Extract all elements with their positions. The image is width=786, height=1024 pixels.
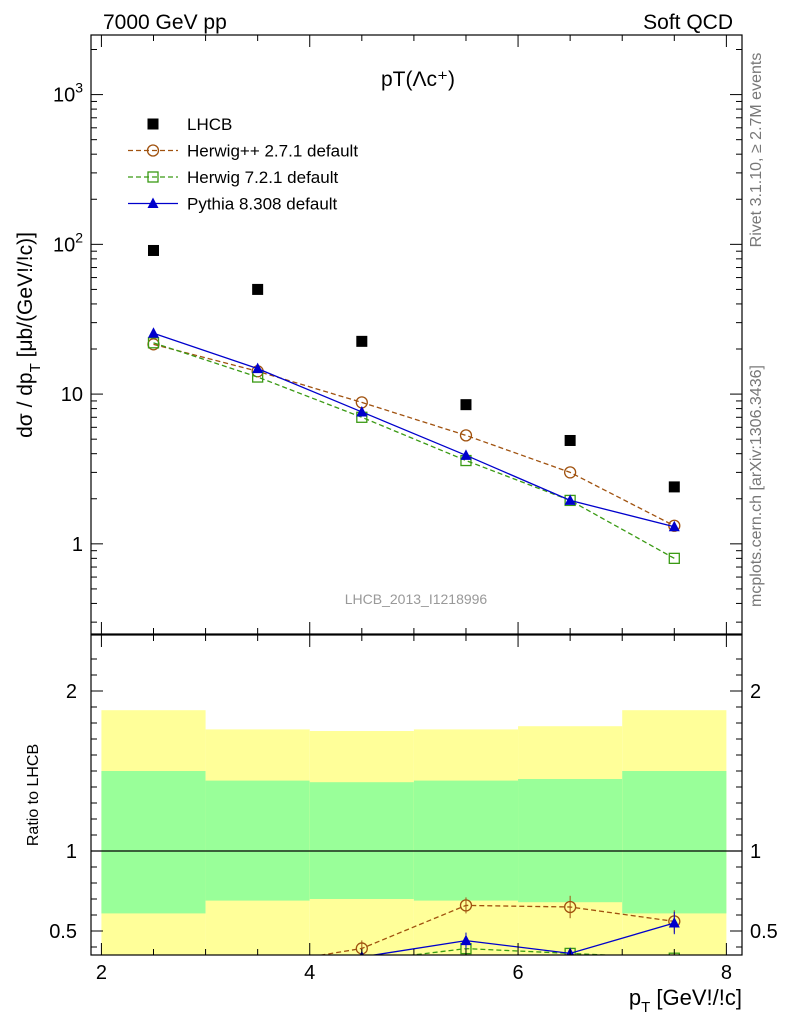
legend-marker-pythia <box>147 197 159 208</box>
inner-band-bin <box>622 771 727 914</box>
data-point-lhcb <box>252 283 264 295</box>
source-label: mcplots.cern.ch [arXiv:1306.3436] <box>748 365 765 607</box>
ratio-line-herwig7 <box>407 947 619 955</box>
x-tick-label: 6 <box>512 962 523 984</box>
ratio-y-tick-label: 2 <box>66 681 77 703</box>
ratio-point-herwigpp <box>252 960 263 971</box>
ratio-y-tick-label: 1 <box>66 841 77 863</box>
x-tick-label: 2 <box>96 962 107 984</box>
legend-label-herwigpp: Herwig++ 2.7.1 default <box>187 142 358 161</box>
legend-marker-herwigpp <box>146 144 160 157</box>
main-axes: 1 10 102 103 <box>53 35 742 634</box>
data-point-herwig7 <box>668 552 680 565</box>
inner-band-bin <box>101 771 206 914</box>
ratio-axes: 2 4 6 8 0.5 0.5 1 1 2 2 <box>49 635 778 984</box>
ratio-point-herwig7 <box>253 964 263 974</box>
ratio-y-axis-label: Ratio to LHCB <box>25 744 42 846</box>
main-y-tick-label: 10 <box>61 384 83 406</box>
ratio-point-herwigpp <box>148 968 159 979</box>
ratio-point-herwig7 <box>148 967 158 977</box>
ratio-y-tick-label-right: 0.5 <box>750 921 778 943</box>
data-point-pythia <box>564 494 576 505</box>
reference-label: LHCB_2013_I1218996 <box>345 591 488 607</box>
inner-band-bin <box>309 782 414 899</box>
data-point-lhcb <box>668 481 680 493</box>
x-axis-label: pT [GeV!/!c] <box>629 985 742 1016</box>
data-point-pythia <box>356 405 368 417</box>
ratio-line-herwigpp <box>317 904 675 955</box>
data-point-herwigpp <box>459 429 473 442</box>
data-point-lhcb <box>460 399 472 411</box>
main-y-tick-label: 102 <box>53 229 83 256</box>
ratio-y-tick-label: 0.5 <box>49 921 77 943</box>
x-tick-label: 4 <box>304 962 315 984</box>
inner-band-bin <box>413 780 519 901</box>
data-point-herwigpp <box>563 466 577 479</box>
main-y-tick-label: 103 <box>53 80 83 107</box>
ratio-plot-area <box>148 895 681 979</box>
main-title: pT(Λc⁺) <box>381 68 455 91</box>
ratio-line-pythia <box>369 922 675 955</box>
data-point-lhcb <box>564 434 576 446</box>
ratio-point-pythia <box>668 917 680 928</box>
legend-label-herwig7: Herwig 7.2.1 default <box>187 168 338 187</box>
data-point-pythia <box>460 449 472 460</box>
x-tick-label: 8 <box>721 962 732 984</box>
rivet-version-label: Rivet 3.1.10, ≥ 2.7M events <box>748 53 765 248</box>
legend-label-pythia: Pythia 8.308 default <box>187 195 338 214</box>
legend-marker-herwig7 <box>147 171 159 183</box>
data-point-pythia <box>668 520 680 532</box>
data-point-herwig7 <box>147 337 160 349</box>
main-frame <box>90 34 743 635</box>
header-energy: 7000 GeV pp <box>103 11 227 34</box>
ratio-panel: 2 4 6 8 0.5 0.5 1 1 2 2 Ratio to LHCB pT [GeV!/!c… <box>25 634 778 1016</box>
ratio-frame <box>90 634 743 956</box>
legend: LHCB Herwig++ 2.7.1 default Herwig 7.2.1 d… <box>128 115 358 214</box>
legend-marker-lhcb <box>147 118 159 130</box>
series-line-pythia <box>153 332 675 528</box>
main-y-axis-label: dσ / dpT [μb/(GeV!/!c)] <box>14 232 44 438</box>
series-line-herwigpp <box>153 343 675 527</box>
data-point-pythia <box>252 362 264 374</box>
ratio-point-pythia <box>460 934 472 946</box>
series-line-herwig7 <box>153 342 675 559</box>
data-point-pythia <box>147 327 159 338</box>
main-y-tick-label: 1 <box>72 534 83 556</box>
data-point-lhcb <box>356 335 368 347</box>
ratio-y-tick-label-right: 2 <box>750 681 761 703</box>
header-category: Soft QCD <box>643 11 733 34</box>
inner-band-bin <box>205 780 310 901</box>
data-point-lhcb <box>147 244 159 256</box>
ratio-y-tick-label-right: 1 <box>750 841 761 863</box>
inner-band-bin <box>518 779 623 903</box>
ratio-point-pythia <box>148 960 159 971</box>
main-panel: 1 10 102 103 pT(Λc⁺) dσ / dpT [μb/(GeV!/!c)… <box>14 34 743 635</box>
ratio-point-pythia <box>252 958 263 969</box>
legend-label-lhcb: LHCB <box>187 115 232 134</box>
ratio-point-herwigpp <box>563 900 577 914</box>
main-plot-area <box>147 244 681 565</box>
ratio-point-herwigpp <box>459 899 473 912</box>
ratio-point-herwig7 <box>357 956 367 966</box>
ratio-uncertainty-bands <box>91 710 742 955</box>
